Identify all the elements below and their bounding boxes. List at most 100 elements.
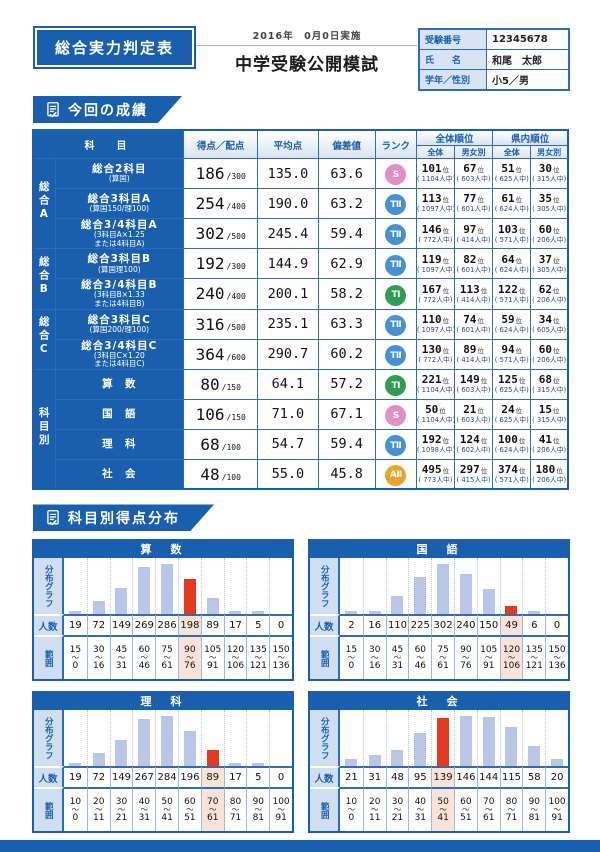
range-cell: 30 ～ 16 xyxy=(86,635,110,680)
column-header-score: 得点／配点 xyxy=(183,129,259,159)
histogram-bar xyxy=(551,759,564,767)
position-cell: 74位( 601人中) xyxy=(453,308,494,340)
position-cell: 59位( 624人中) xyxy=(492,308,532,340)
section-title: 科目別得点分布 xyxy=(68,510,180,527)
average-cell: 290.7 xyxy=(257,338,319,370)
graph-cell xyxy=(64,710,87,767)
position-total: ( 773人中) xyxy=(418,476,453,485)
range-lower: 11 xyxy=(92,812,105,823)
position-total: ( 624人中) xyxy=(494,326,529,335)
range-tilde: ～ xyxy=(117,653,126,663)
subject-name: 理 科 xyxy=(102,438,137,451)
average-cell: 54.7 xyxy=(257,428,319,460)
range-tilde: ～ xyxy=(370,653,379,663)
position-cell: 374位( 571人中) xyxy=(492,458,532,490)
position-unit: 位 xyxy=(442,317,450,325)
range-tilde: ～ xyxy=(140,653,149,663)
range-row-label-text: 範囲 xyxy=(319,649,330,667)
subject-cell: 総合3/4科目A (3科目A×1.25 または4科目A) xyxy=(54,217,185,250)
position-cell: 146位( 772人中) xyxy=(415,217,456,250)
deviation-cell: 63.3 xyxy=(317,308,376,340)
position-cell: 82位( 601人中) xyxy=(453,248,494,280)
range-lower: 21 xyxy=(391,812,404,823)
position-total: ( 772人中) xyxy=(418,295,453,304)
range-cell: 105 ～ 91 xyxy=(476,635,500,680)
grade-gender-label: 学年／性別 xyxy=(418,69,487,91)
position-unit: 位 xyxy=(553,256,560,265)
rank-cell: TⅡ xyxy=(374,428,417,460)
subject-cell: 算 数 xyxy=(54,368,185,400)
range-upper: 105 xyxy=(204,644,222,655)
position-value: 50位 xyxy=(425,403,446,417)
position-cell: 61位( 624人中) xyxy=(492,188,532,219)
histogram-bar xyxy=(69,763,82,767)
range-lower: 136 xyxy=(272,660,290,671)
graph-cell xyxy=(155,558,178,615)
range-upper: 100 xyxy=(272,796,290,807)
position-value: 24位 xyxy=(501,403,523,417)
position-total: ( 571人中) xyxy=(494,356,529,365)
position-value: 82位 xyxy=(463,252,484,266)
subject-note: (3科目A×1.25 xyxy=(93,230,145,240)
range-upper: 100 xyxy=(548,796,566,807)
position-cell: 125位( 625人中) xyxy=(492,368,532,400)
subject-name: 総合3/4科目A xyxy=(81,219,158,231)
count-cell: 17 xyxy=(223,766,247,788)
subject-cell: 総合3科目B (算国理100) xyxy=(54,248,185,280)
position-total: ( 605人中) xyxy=(532,326,567,335)
score-value: 240 xyxy=(195,284,225,304)
range-upper: 80 xyxy=(229,796,242,807)
position-value: 30位 xyxy=(538,162,560,176)
score-value: 364 xyxy=(195,344,225,364)
graph-cell xyxy=(408,558,431,615)
range-lower: 106 xyxy=(226,660,245,671)
table-row: 理 科 68/100 54.7 59.4 TⅡ 192位( 1098人中) 124位( 60… xyxy=(33,428,569,460)
graph-cell xyxy=(362,710,386,767)
subject-cell: 総合2科目 (算国) xyxy=(54,158,185,189)
subject-note: (3科目C×1.20 xyxy=(93,350,145,360)
exam-number-value: 12345678 xyxy=(486,28,570,50)
graph-cell xyxy=(522,558,545,615)
subject-note: または4科目A) xyxy=(94,238,145,248)
position-unit: 位 xyxy=(553,166,560,175)
range-cell: 50 ～ 41 xyxy=(431,787,454,832)
score-value: 192 xyxy=(195,254,225,274)
range-tilde: ～ xyxy=(416,653,425,663)
histogram-bar xyxy=(115,588,128,615)
graph-cell xyxy=(200,710,224,767)
position-cell: 68位( 315人中) xyxy=(530,368,569,400)
position-unit: 位 xyxy=(553,196,560,205)
position-cell: 149位( 603人中) xyxy=(453,368,494,400)
subject-cell: 理 科 xyxy=(54,428,185,460)
position-value: 41位 xyxy=(538,433,560,447)
count-cell: 5 xyxy=(246,766,270,788)
count-cell: 267 xyxy=(132,766,156,788)
position-total: ( 315人中) xyxy=(532,175,567,184)
position-unit: 位 xyxy=(442,166,450,175)
position-unit: 位 xyxy=(553,226,560,235)
range-upper: 150 xyxy=(548,644,566,655)
histogram-bar xyxy=(138,567,151,615)
position-total: ( 1104人中) xyxy=(416,175,455,184)
subject-cell: 社 会 xyxy=(54,458,185,490)
deviation-cell: 62.9 xyxy=(317,248,376,280)
range-lower: 121 xyxy=(249,660,267,671)
count-cell: 49 xyxy=(499,614,523,636)
range-tilde: ～ xyxy=(347,653,356,663)
range-row-label: 範囲 xyxy=(310,787,340,832)
count-cell: 302 xyxy=(431,614,454,636)
graph-cell xyxy=(269,710,292,767)
count-cell: 150 xyxy=(476,614,500,636)
position-value: 68位 xyxy=(538,373,560,387)
count-row-label: 人数 xyxy=(310,766,340,788)
range-tilde: ～ xyxy=(94,653,103,663)
position-value: 124位 xyxy=(459,433,488,447)
range-cell: 80 ～ 71 xyxy=(223,787,247,832)
column-header-subject: 科 目 xyxy=(32,129,185,159)
graph-cell xyxy=(246,710,269,767)
average-cell: 235.1 xyxy=(257,308,319,340)
range-upper: 90 xyxy=(528,796,541,807)
table-row: 総合3/4科目A (3科目A×1.25 または4科目A) 302/500 245.4 59… xyxy=(33,217,569,250)
range-tilde: ～ xyxy=(117,805,126,815)
